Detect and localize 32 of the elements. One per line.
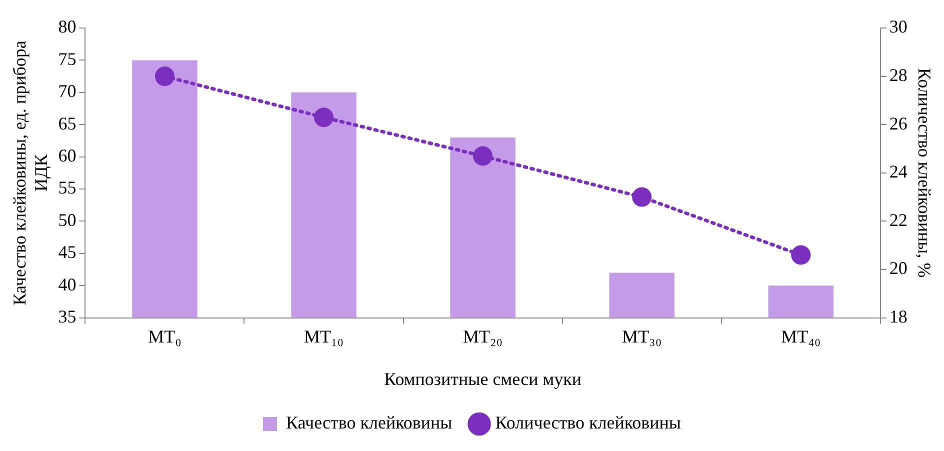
legend-label: Качество клейковины — [286, 412, 452, 433]
x-axis-title: Композитные смеси муки — [384, 368, 582, 389]
x-tick-label: МТ₃₀ — [622, 326, 662, 346]
x-tick-label: МТ₀ — [148, 326, 182, 346]
y2-tick-label: 22 — [889, 210, 908, 230]
y-tick-label: 70 — [58, 81, 76, 102]
y-tick-label: 80 — [58, 16, 76, 37]
y2-tick-label: 26 — [889, 113, 908, 134]
point — [791, 245, 811, 265]
y-tick-label: 55 — [58, 178, 76, 198]
y2-axis-title: Количество клейковины, % — [914, 68, 934, 278]
y-tick-label: 75 — [58, 48, 76, 69]
y2-tick-label: 24 — [889, 162, 908, 182]
y2-tick-label: 30 — [889, 16, 908, 37]
y2-tick-label: 18 — [889, 306, 908, 327]
x-tick-label: МТ₁₀ — [304, 326, 344, 346]
x-tick-label: МТ₄₀ — [781, 326, 821, 346]
point — [154, 66, 174, 86]
y-tick-label: 50 — [58, 210, 76, 230]
point — [632, 187, 652, 207]
point — [473, 146, 493, 166]
point — [314, 108, 334, 128]
x-tick-label: МТ₂₀ — [463, 326, 503, 346]
y2-tick-label: 28 — [889, 65, 908, 86]
legend-label: Количество клейковины — [495, 412, 682, 433]
y-tick-label: 45 — [58, 242, 76, 262]
y-axis-title: Качество клейковины, ед. прибора ИДК — [10, 40, 52, 306]
y-tick-label: 35 — [58, 306, 76, 327]
y-tick-label: 65 — [58, 113, 76, 134]
y-tick-label: 60 — [58, 146, 76, 166]
y2-tick-label: 20 — [889, 258, 908, 278]
y-tick-label: 40 — [58, 274, 76, 294]
